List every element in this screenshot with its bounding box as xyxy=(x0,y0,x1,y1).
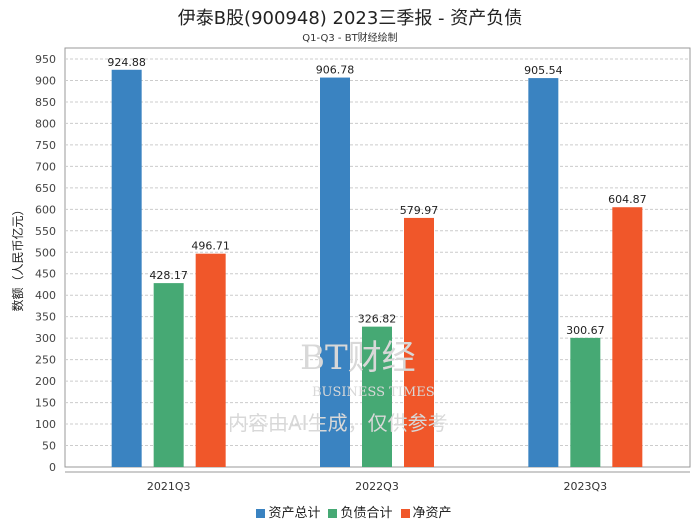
legend: 资产总计 负债合计 净资产 xyxy=(0,502,700,521)
bar-净资产 xyxy=(612,207,643,468)
x-tick-label: 2022Q3 xyxy=(355,480,399,493)
y-tick-label: 200 xyxy=(35,375,56,388)
y-tick-label: 50 xyxy=(42,440,56,453)
y-tick-label: 500 xyxy=(35,246,56,259)
legend-swatch xyxy=(400,509,410,518)
y-axis-label: 数额（人民币亿元） xyxy=(10,203,25,311)
y-tick-label: 650 xyxy=(35,182,56,195)
y-tick-label: 950 xyxy=(35,53,56,66)
y-tick-label: 600 xyxy=(35,203,56,216)
data-label: 906.78 xyxy=(316,64,355,77)
y-tick-label: 0 xyxy=(49,461,56,474)
bar-资产总计 xyxy=(528,78,559,468)
y-tick-label: 250 xyxy=(35,354,56,367)
y-tick-label: 750 xyxy=(35,139,56,152)
bar-净资产 xyxy=(404,217,434,467)
y-tick-label: 800 xyxy=(35,117,56,130)
y-tick-label: 300 xyxy=(35,332,56,345)
data-label: 604.87 xyxy=(608,193,647,206)
y-tick-label: 100 xyxy=(35,418,56,431)
bar-负债合计 xyxy=(570,337,601,467)
bar-负债合计 xyxy=(362,326,392,467)
y-tick-label: 850 xyxy=(35,96,56,109)
y-tick-label: 700 xyxy=(35,160,56,173)
y-tick-label: 400 xyxy=(35,289,56,302)
data-label: 905.54 xyxy=(524,64,563,77)
bar-资产总计 xyxy=(320,77,350,467)
legend-swatch xyxy=(256,509,266,518)
chart-subtitle: Q1-Q3 - BT财经绘制 xyxy=(302,33,398,44)
y-tick-label: 900 xyxy=(35,74,56,87)
legend-item[interactable]: 负债合计 xyxy=(340,506,393,521)
x-tick-label: 2023Q3 xyxy=(564,480,608,493)
data-label: 496.71 xyxy=(191,240,230,253)
data-label: 428.17 xyxy=(149,269,188,282)
data-label: 300.67 xyxy=(566,324,605,337)
data-label: 924.88 xyxy=(107,56,146,69)
chart-title: 伊泰B股(900948) 2023三季报 - 资产负债 xyxy=(177,8,523,29)
y-tick-label: 450 xyxy=(35,268,56,281)
y-tick-label: 550 xyxy=(35,225,56,238)
legend-item[interactable]: 净资产 xyxy=(412,506,452,521)
y-tick-label: 150 xyxy=(35,397,56,410)
bar-资产总计 xyxy=(111,69,142,467)
x-tick-label: 2021Q3 xyxy=(147,480,191,493)
legend-item[interactable]: 资产总计 xyxy=(268,506,321,521)
bar-负债合计 xyxy=(153,283,184,467)
data-label: 326.82 xyxy=(358,313,397,326)
legend-swatch xyxy=(328,509,338,518)
bar-净资产 xyxy=(195,253,226,467)
y-tick-label: 350 xyxy=(35,311,56,324)
data-label: 579.97 xyxy=(400,204,439,217)
